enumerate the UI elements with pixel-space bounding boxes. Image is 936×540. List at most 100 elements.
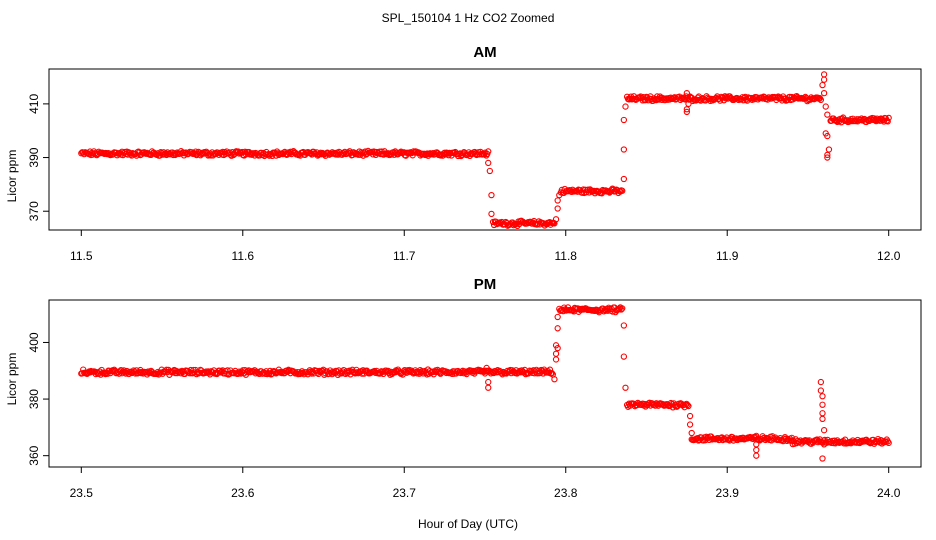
data-point	[554, 325, 561, 332]
data-point	[620, 146, 628, 153]
x-tick-label: 11.6	[232, 249, 255, 263]
y-tick-label: 390	[27, 147, 41, 167]
data-point	[514, 222, 521, 229]
data-point	[620, 116, 628, 124]
data-point	[824, 132, 831, 140]
data-point	[485, 378, 492, 386]
data-point	[80, 366, 87, 373]
data-point	[552, 342, 560, 349]
data-point	[488, 191, 495, 199]
data-point	[683, 90, 690, 97]
data-point	[817, 387, 825, 394]
data-point	[350, 149, 357, 156]
data-point	[622, 384, 629, 391]
data-point	[546, 366, 554, 373]
data-point	[554, 197, 561, 204]
x-tick-label: 23.5	[70, 486, 94, 500]
x-tick-label: 12.0	[877, 249, 901, 263]
x-tick-label: 23.9	[716, 486, 740, 500]
data-point	[132, 370, 139, 377]
data-point	[684, 401, 691, 409]
panel-am: AM Licor ppm 11.5 11.6 11.7 11.8 11.9 12.0 370…	[5, 44, 922, 263]
data-point	[885, 439, 892, 447]
y-tick-label: 360	[27, 445, 41, 465]
data-point	[820, 76, 828, 83]
data-point	[685, 100, 692, 108]
data-point	[266, 152, 273, 159]
x-tick-label: 11.5	[70, 249, 93, 263]
data-point	[880, 118, 888, 125]
data-point	[556, 191, 563, 199]
data-point	[552, 216, 560, 223]
x-tick-label: 23.7	[393, 486, 417, 500]
y-tick-label: 380	[27, 389, 41, 409]
data-point	[316, 367, 323, 375]
panel-pm-title: PM	[474, 276, 497, 293]
data-point	[619, 305, 626, 312]
plot-frame	[48, 68, 922, 231]
data-point	[822, 103, 829, 110]
x-tick-label: 23.8	[554, 486, 578, 500]
figure-x-axis-label: Hour of Day (UTC)	[418, 517, 518, 531]
data-point	[824, 111, 831, 118]
data-point	[622, 103, 629, 110]
data-point	[884, 118, 891, 125]
y-tick-label: 400	[27, 332, 41, 352]
data-point	[819, 393, 826, 400]
data-point	[819, 415, 826, 423]
data-point	[819, 401, 826, 408]
data-point	[753, 432, 760, 440]
data-point	[552, 356, 560, 363]
figure-title: SPL_150104 1 Hz CO2 Zoomed	[382, 11, 555, 25]
data-point	[485, 148, 492, 155]
data-point	[824, 151, 831, 159]
y-tick-label: 370	[27, 201, 41, 221]
data-point	[683, 108, 690, 116]
data-point	[686, 421, 694, 428]
data-point	[820, 71, 828, 78]
data-point	[819, 455, 826, 462]
data-point	[554, 205, 561, 212]
data-point	[551, 376, 558, 383]
data-point	[554, 313, 561, 321]
data-points	[78, 304, 892, 462]
data-point	[619, 187, 626, 194]
data-point	[825, 146, 833, 153]
data-point	[788, 434, 795, 441]
plot-frame	[48, 299, 922, 468]
panel-pm-y-axis-label: Licor ppm	[5, 353, 19, 406]
data-point	[753, 446, 760, 454]
data-point	[820, 441, 828, 448]
data-point	[885, 114, 892, 122]
data-point	[819, 410, 826, 417]
data-point	[820, 427, 828, 434]
panel-am-y-axis-label: Licor ppm	[5, 150, 19, 203]
panel-pm: PM Licor ppm 23.5 23.6 23.7 23.8 23.9 24.0 360…	[5, 276, 922, 500]
data-point	[817, 378, 825, 386]
data-point	[485, 159, 492, 167]
data-point	[486, 167, 493, 175]
y-tick-label: 410	[27, 94, 41, 114]
x-tick-label: 11.9	[716, 249, 739, 263]
data-point	[824, 154, 831, 161]
x-tick-label: 11.7	[393, 249, 416, 263]
x-tick-label: 24.0	[877, 486, 901, 500]
x-tick-label: 23.6	[231, 486, 255, 500]
data-point	[683, 106, 690, 113]
data-point	[620, 322, 628, 329]
data-point	[686, 412, 694, 420]
data-point	[819, 81, 826, 89]
data-point	[483, 364, 490, 372]
data-point	[618, 306, 625, 313]
data-point	[685, 402, 692, 410]
panel-am-title: AM	[473, 44, 496, 61]
data-point	[753, 452, 760, 459]
data-points	[78, 71, 892, 229]
x-tick-label: 11.8	[555, 249, 578, 263]
data-point	[817, 96, 825, 104]
data-point	[688, 429, 695, 437]
data-point	[485, 384, 492, 391]
data-point	[620, 353, 628, 360]
data-point	[620, 175, 628, 183]
